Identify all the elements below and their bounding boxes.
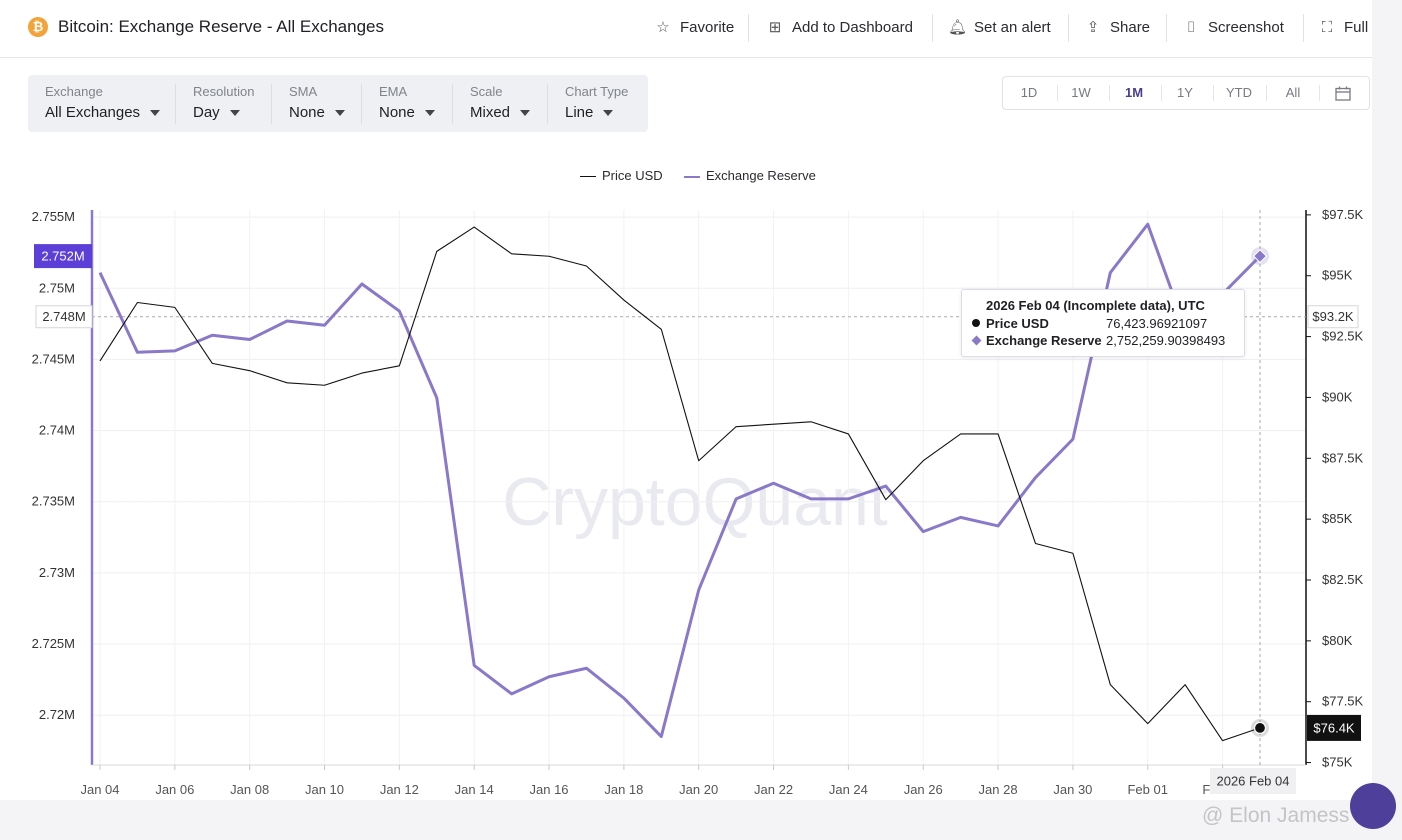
share-button[interactable]: ⇪ Share: [1084, 14, 1150, 42]
x-tick-label: Jan 30: [1053, 782, 1092, 797]
x-axis: Jan 04 Jan 06 Jan 08 Jan 10 Jan 12 Jan 14 Jan …: [80, 765, 1243, 797]
left-y-axis: 2.72M 2.725M 2.73M 2.735M 2.74M 2.745M 2.75M 2.…: [32, 209, 75, 722]
chart-card: ₿ Bitcoin: Exchange Reserve - All Exchan…: [0, 0, 1372, 800]
y-right-tick-label: $82.5K: [1322, 572, 1364, 587]
add-to-dashboard-button[interactable]: ⊞ Add to Dashboard: [766, 14, 913, 42]
y-left-tick-label: 2.725M: [32, 636, 75, 651]
y-right-tick-label: $92.5K: [1322, 329, 1364, 344]
y-left-tick-label: 2.755M: [32, 209, 75, 224]
price-current-badge-text: $76.4K: [1313, 720, 1355, 735]
x-tick-label: Jan 18: [604, 782, 643, 797]
legend-price-usd[interactable]: Price USD: [580, 168, 663, 183]
screenshot-button[interactable]: ⌷ Screenshot: [1182, 14, 1283, 42]
set-alert-button[interactable]: 🔔︎ Set an alert: [948, 14, 1051, 42]
tooltip-row-price: Price USD 76,423.96921097: [972, 316, 1238, 331]
x-tick-label: Feb 03: [1202, 782, 1242, 797]
reserve-crosshair-badge-bg: [35, 305, 93, 329]
chart-tooltip: 2026 Feb 04 (Incomplete data), UTC Price…: [961, 289, 1245, 357]
page-title: Bitcoin: Exchange Reserve - All Exchange…: [58, 17, 385, 36]
fullscreen-button[interactable]: ⛶ Full: [1318, 14, 1368, 42]
x-tick-label: Jan 26: [904, 782, 943, 797]
caret-down-icon: [229, 110, 240, 117]
x-tick-label: Jan 06: [155, 782, 194, 797]
chart-controls: Exchange All Exchanges Resolution Day SM…: [28, 75, 648, 132]
reserve-marker: [1252, 249, 1268, 264]
caret-down-icon: [520, 110, 531, 117]
bitcoin-icon: ₿: [28, 17, 48, 37]
x-crosshair-badge: 2026 Feb 04: [1210, 768, 1296, 794]
calendar-button[interactable]: [1323, 77, 1363, 109]
y-right-tick-label: $77.5K: [1322, 694, 1364, 709]
x-tick-label: Jan 14: [455, 782, 494, 797]
x-tick-label: Jan 10: [305, 782, 344, 797]
x-crosshair-badge-bg: [1210, 768, 1296, 794]
help-button[interactable]: [1350, 783, 1396, 829]
x-tick-label: Jan 22: [754, 782, 793, 797]
x-crosshair-badge-text: 2026 Feb 04: [1216, 774, 1289, 789]
y-left-tick-label: 2.73M: [39, 565, 75, 580]
y-left-tick-label: 2.72M: [39, 707, 75, 722]
user-watermark: @ Elon Jamess: [1202, 804, 1350, 827]
price-current-badge-bg: [1307, 714, 1361, 741]
range-1d-button[interactable]: 1D: [1020, 85, 1038, 100]
price-current-badge: $76.4K: [1307, 714, 1361, 741]
y-right-tick-label: $75K: [1322, 755, 1353, 770]
legend-exchange-reserve[interactable]: Exchange Reserve: [684, 168, 816, 183]
tooltip-row-reserve: Exchange Reserve 2,752,259.90398493: [971, 333, 1238, 348]
y-right-tick-label: $80K: [1322, 633, 1353, 648]
x-tick-label: Jan 16: [530, 782, 569, 797]
watermark: CryptoQuant: [502, 464, 888, 540]
y-right-tick-label: $90K: [1322, 389, 1353, 404]
star-icon: ☆: [656, 19, 670, 36]
price-crosshair-badge-bg: [1307, 305, 1359, 329]
x-tick-label: Jan 12: [380, 782, 419, 797]
reserve-marker-halo: [1251, 247, 1269, 266]
price-marker: [1253, 721, 1267, 735]
y-left-tick-label: 2.74M: [39, 423, 75, 438]
x-tick-label: Jan 20: [679, 782, 718, 797]
reserve-current-badge-bg: [34, 244, 92, 269]
reserve-crosshair-badge: 2.748M: [35, 305, 93, 329]
right-y-axis: $75K $77.5K $80K $82.5K $85K $87.5K $90K $92.5K…: [1306, 207, 1364, 770]
caret-down-icon: [150, 110, 161, 117]
bell-icon: 🔔︎: [948, 19, 968, 36]
reserve-current-badge: 2.752M: [34, 244, 92, 269]
range-ytd-button[interactable]: YTD: [1226, 85, 1252, 100]
circle-icon: [972, 319, 980, 327]
range-1m-button[interactable]: 1M: [1124, 85, 1144, 100]
x-tick-label: Jan 04: [80, 782, 119, 797]
reserve-crosshair-badge-text: 2.748M: [42, 309, 85, 324]
favorite-button[interactable]: ☆ Favorite: [654, 14, 734, 42]
range-1y-button[interactable]: 1Y: [1177, 85, 1193, 100]
reserve-current-badge-text: 2.752M: [41, 249, 84, 264]
share-icon: ⇪: [1086, 19, 1100, 36]
y-right-tick-label: $87.5K: [1322, 450, 1364, 465]
y-right-tick-label: $95K: [1322, 268, 1353, 283]
price-crosshair-badge: $93.2K: [1307, 305, 1359, 329]
y-left-tick-label: 2.735M: [32, 494, 75, 509]
price-marker-halo: [1251, 718, 1269, 737]
top-bar: ₿ Bitcoin: Exchange Reserve - All Exchan…: [0, 0, 1372, 58]
y-right-tick-label: $97.5K: [1322, 207, 1364, 222]
diamond-icon: [971, 335, 982, 346]
x-tick-label: Feb 01: [1127, 782, 1167, 797]
fullscreen-icon: ⛶: [1321, 19, 1333, 36]
range-selector: 1D 1W 1M 1Y YTD All: [1002, 76, 1370, 110]
calendar-icon: [1335, 86, 1351, 101]
range-1w-button[interactable]: 1W: [1071, 85, 1091, 100]
price-crosshair-badge-text: $93.2K: [1312, 309, 1354, 324]
x-tick-label: Jan 08: [230, 782, 269, 797]
add-dashboard-icon: ⊞: [768, 19, 782, 36]
y-left-tick-label: 2.75M: [39, 280, 75, 295]
camera-icon: ⌷: [1186, 19, 1196, 36]
caret-down-icon: [424, 110, 435, 117]
hover-markers: [1251, 247, 1269, 737]
caret-down-icon: [334, 110, 345, 117]
x-tick-label: Jan 28: [979, 782, 1018, 797]
y-right-tick-label: $85K: [1322, 511, 1353, 526]
y-left-tick-label: 2.745M: [32, 351, 75, 366]
x-tick-label: Jan 24: [829, 782, 868, 797]
caret-down-icon: [603, 110, 614, 117]
range-all-button[interactable]: All: [1285, 85, 1301, 100]
